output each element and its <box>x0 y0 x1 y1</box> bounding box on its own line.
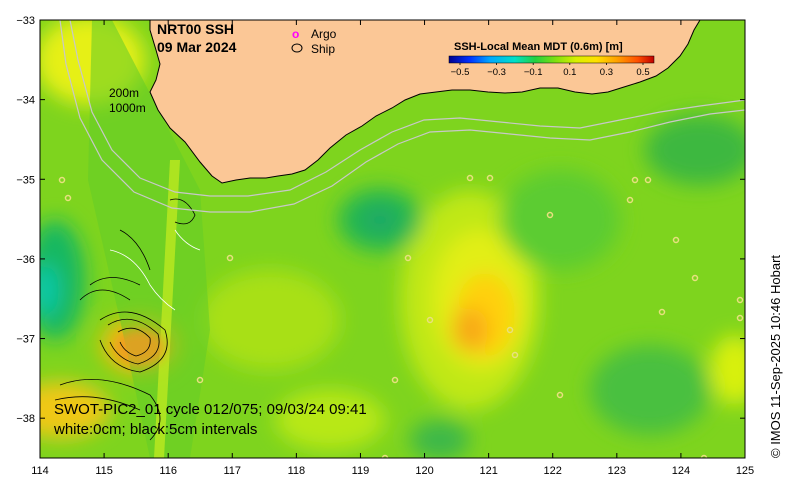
colorbar-tick-label: 0.1 <box>563 67 576 78</box>
argo-marker <box>644 176 652 184</box>
swot-contour-legend: white:0cm; black:5cm intervals <box>53 421 257 438</box>
lat-tick-label: −34 <box>16 95 35 107</box>
lon-tick-label: 121 <box>479 465 497 477</box>
lon-tick-label: 123 <box>608 465 626 477</box>
map-date: 09 Mar 2024 <box>157 39 237 55</box>
swot-cycle-label: SWOT-PIC2_01 cycle 012/075; 09/03/24 09:… <box>54 401 367 418</box>
argo-marker <box>556 391 564 399</box>
longitude-axis: 114 115 116 117 118 119 120 121 122 123 124 125 <box>31 20 754 477</box>
argo-marker <box>546 211 554 219</box>
colorbar <box>448 55 655 64</box>
lon-tick-label: 120 <box>415 465 433 477</box>
argo-marker <box>744 376 745 380</box>
lon-tick-label: 122 <box>544 465 562 477</box>
colorbar-tick-label: 0.5 <box>636 67 649 78</box>
argo-marker <box>631 176 639 184</box>
isobath-label-200m: 200m <box>109 86 139 100</box>
argo-markers <box>58 174 745 458</box>
argo-marker <box>511 351 519 359</box>
argo-legend-symbol: o <box>292 27 299 41</box>
argo-marker <box>58 176 66 184</box>
argo-marker <box>404 254 412 262</box>
colorbar-ticks: −0.5 −0.3 −0.1 0.1 0.3 0.5 <box>451 63 650 78</box>
colorbar-title: SSH-Local Mean MDT (0.6m) [m] <box>454 41 623 53</box>
lat-tick-label: −35 <box>16 174 35 186</box>
latitude-axis: −33 −34 −35 −36 −37 −38 <box>16 15 745 425</box>
swot-contours <box>54 198 196 441</box>
argo-marker <box>381 454 389 458</box>
argo-marker <box>658 308 666 316</box>
lat-tick-label: −37 <box>16 334 35 346</box>
isobath-lines <box>59 20 745 213</box>
lon-tick-label: 125 <box>736 465 754 477</box>
swot-swaths <box>88 20 210 458</box>
argo-marker <box>691 274 699 282</box>
argo-marker <box>486 174 494 182</box>
argo-marker <box>64 194 72 202</box>
ship-legend-icon <box>291 43 303 53</box>
lon-tick-label: 115 <box>95 465 113 477</box>
argo-marker <box>196 376 204 384</box>
map-plot-area <box>40 20 745 458</box>
lat-tick-label: −38 <box>16 413 35 425</box>
argo-marker <box>226 254 234 262</box>
argo-marker <box>672 236 680 244</box>
lat-tick-label: −36 <box>16 254 35 266</box>
swot-zero-contours <box>109 229 201 311</box>
colorbar-tick-label: −0.3 <box>487 67 506 78</box>
colorbar-tick-label: 0.3 <box>600 67 613 78</box>
argo-legend-label: Argo <box>311 27 337 41</box>
lon-tick-label: 124 <box>672 465 690 477</box>
argo-marker <box>466 174 474 182</box>
lon-tick-label: 114 <box>31 465 49 477</box>
argo-marker <box>736 296 744 304</box>
map-title: NRT00 SSH <box>157 21 234 37</box>
argo-marker <box>626 196 634 204</box>
argo-marker <box>426 316 434 324</box>
isobath-label-1000m: 1000m <box>109 101 146 115</box>
colorbar-tick-label: −0.5 <box>451 67 470 78</box>
plot-frame <box>39 19 746 459</box>
argo-marker <box>391 376 399 384</box>
colorbar-tick-label: −0.1 <box>524 67 543 78</box>
lon-tick-label: 119 <box>352 465 370 477</box>
argo-marker <box>700 454 708 458</box>
argo-marker <box>736 314 744 322</box>
argo-marker <box>506 326 514 334</box>
lon-tick-label: 116 <box>159 465 177 477</box>
lat-tick-label: −33 <box>16 15 35 27</box>
lon-tick-label: 117 <box>223 465 241 477</box>
credit-label: © IMOS 11-Sep-2025 10:46 Hobart <box>768 255 783 458</box>
lon-tick-label: 118 <box>288 465 306 477</box>
ship-legend-label: Ship <box>311 42 335 56</box>
